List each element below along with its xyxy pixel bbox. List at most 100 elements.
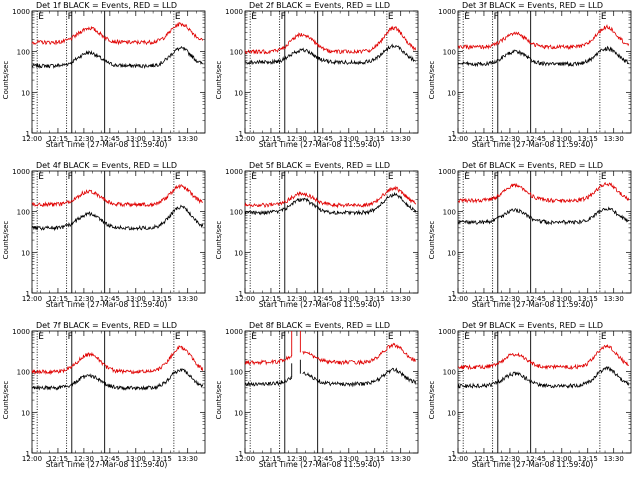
y-tick-label: 100: [230, 209, 243, 217]
plot-area: 1 10 100 1000 12:00 12:15 12:30 12:45 13:00 13:15…: [12, 8, 206, 143]
x-tick-label: 12:30: [287, 455, 307, 463]
x-tick-label: 12:00: [22, 455, 42, 463]
detector-panel-1f: Det 1f BLACK = Events, RED = LLD Start Ti…: [0, 0, 213, 160]
y-tick-label: 1000: [225, 328, 243, 336]
y-tick-label: 1: [26, 290, 30, 298]
x-tick-label: 12:15: [474, 295, 494, 303]
y-tick-label: 1000: [438, 168, 456, 176]
marker-label: E: [251, 172, 257, 182]
x-tick-label: 12:30: [500, 135, 520, 143]
x-tick-label: 12:15: [48, 455, 68, 463]
marker-label: E: [601, 12, 607, 22]
x-tick-label: 12:45: [100, 455, 120, 463]
x-tick-label: 13:15: [365, 455, 385, 463]
marker-label: E: [175, 12, 181, 22]
series-lld: [31, 21, 204, 46]
x-tick-label: 12:45: [313, 135, 333, 143]
x-tick-label: 13:00: [126, 455, 146, 463]
marker-label: E: [175, 172, 181, 182]
series-lld: [458, 181, 630, 204]
marker-label: E: [464, 12, 470, 22]
x-tick-label: 12:30: [287, 135, 307, 143]
y-tick-label: 10: [234, 89, 243, 97]
plot-frame: [457, 170, 632, 294]
y-tick-label: 1: [239, 130, 243, 138]
x-axis-label: Start Time (27-Mar-08 11:59:40): [471, 460, 594, 469]
series-lld: [31, 183, 203, 208]
detector-panel-6f: Det 6f BLACK = Events, RED = LLD Start Ti…: [426, 160, 639, 320]
series-lld: [31, 344, 204, 376]
marker-label: E: [464, 332, 470, 342]
plot-frame: [31, 330, 206, 454]
plot-area: 1 10 100 1000 12:00 12:15 12:30 12:45 13:00 13:15…: [225, 8, 419, 143]
x-tick-label: 12:15: [474, 455, 494, 463]
series-events: [457, 206, 630, 226]
x-tick-label: 12:15: [261, 455, 281, 463]
x-tick-label: 13:00: [126, 135, 146, 143]
x-tick-label: 13:00: [339, 455, 359, 463]
x-axis-label: Start Time (27-Mar-08 11:59:40): [258, 140, 381, 149]
y-tick-label: 1000: [12, 328, 30, 336]
y-tick-label: 1: [239, 290, 243, 298]
x-tick-label: 13:15: [578, 135, 598, 143]
detector-panel-7f: Det 7f BLACK = Events, RED = LLD Start Ti…: [0, 320, 213, 480]
plot-area: 1 10 100 1000 12:00 12:15 12:30 12:45 13:00 13:15…: [438, 8, 632, 143]
marker-label: F: [494, 332, 499, 342]
marker-label: F: [68, 172, 73, 182]
x-tick-label: 13:00: [552, 135, 572, 143]
x-tick-label: 12:30: [500, 295, 520, 303]
x-axis-label: Start Time (27-Mar-08 11:59:40): [258, 460, 381, 469]
x-tick-label: 12:00: [235, 295, 255, 303]
marker-label: E: [388, 172, 394, 182]
x-tick-label: 12:45: [526, 135, 546, 143]
marker-label: E: [388, 12, 394, 22]
plot-area: 1 10 100 1000 12:00 12:15 12:30 12:45 13:00 13:15…: [438, 168, 632, 303]
x-tick-label: 12:15: [261, 295, 281, 303]
panel-title: Det 8f BLACK = Events, RED = LLD: [248, 321, 391, 330]
y-tick-label: 1: [239, 450, 243, 458]
series-events: [457, 366, 630, 389]
plot-frame: [244, 330, 419, 454]
marker-label: F: [68, 332, 73, 342]
marker-label: E: [175, 332, 181, 342]
x-tick-label: 12:30: [500, 455, 520, 463]
x-tick-label: 12:30: [74, 455, 94, 463]
x-axis-label: Start Time (27-Mar-08 11:59:40): [258, 300, 381, 309]
series-events: [31, 204, 204, 232]
x-tick-label: 12:00: [448, 295, 468, 303]
series-events: [457, 45, 630, 68]
plot-area: 1 10 100 1000 12:00 12:15 12:30 12:45 13:00 13:15…: [225, 328, 419, 463]
x-tick-label: 13:15: [365, 135, 385, 143]
x-tick-label: 12:00: [235, 455, 255, 463]
y-tick-label: 1: [452, 130, 456, 138]
series-lld: [244, 185, 417, 209]
marker-label: E: [464, 172, 470, 182]
series-lld: [244, 342, 416, 366]
marker-label: E: [388, 332, 394, 342]
y-tick-label: 1000: [225, 8, 243, 16]
y-tick-label: 10: [234, 409, 243, 417]
panel-title: Det 5f BLACK = Events, RED = LLD: [248, 161, 391, 170]
detector-panel-4f: Det 4f BLACK = Events, RED = LLD Start Ti…: [0, 160, 213, 320]
y-tick-label: 100: [443, 49, 456, 57]
x-tick-label: 13:30: [391, 455, 411, 463]
y-tick-label: 1: [26, 130, 30, 138]
panel-title: Det 6f BLACK = Events, RED = LLD: [461, 161, 604, 170]
series-lld: [457, 344, 630, 371]
marker-label: E: [251, 12, 257, 22]
x-axis-label: Start Time (27-Mar-08 11:59:40): [45, 140, 168, 149]
x-axis-label: Start Time (27-Mar-08 11:59:40): [45, 460, 168, 469]
x-tick-label: 12:00: [22, 135, 42, 143]
y-tick-label: 1000: [438, 8, 456, 16]
x-tick-label: 12:45: [313, 455, 333, 463]
y-tick-label: 10: [21, 249, 30, 257]
detector-panel-2f: Det 2f BLACK = Events, RED = LLD Start Ti…: [213, 0, 426, 160]
marker-label: E: [38, 12, 44, 22]
detector-panel-3f: Det 3f BLACK = Events, RED = LLD Start Ti…: [426, 0, 639, 160]
x-tick-label: 13:30: [604, 295, 624, 303]
y-tick-label: 100: [443, 209, 456, 217]
x-tick-label: 12:45: [526, 295, 546, 303]
x-tick-label: 12:00: [235, 135, 255, 143]
x-tick-label: 12:45: [100, 135, 120, 143]
